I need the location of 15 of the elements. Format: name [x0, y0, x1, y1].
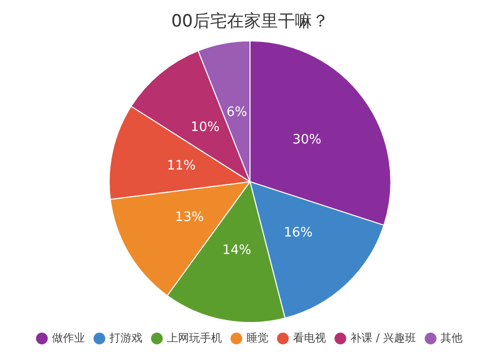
chart-title: 00后宅在家里干嘛？	[171, 12, 329, 32]
legend-label: 看电视	[292, 331, 326, 344]
legend-label: 其他	[440, 331, 463, 344]
legend-label: 做作业	[52, 331, 85, 344]
legend-label: 打游戏	[108, 331, 142, 344]
data-label: 13%	[174, 210, 204, 225]
data-label: 6%	[226, 104, 248, 120]
data-label: 11%	[166, 158, 196, 174]
legend-label: 上网玩手机	[166, 331, 222, 344]
data-label: 14%	[222, 243, 252, 258]
legend-label: 睡觉	[246, 331, 268, 344]
data-label: 10%	[190, 120, 220, 135]
data-label: 16%	[284, 225, 313, 240]
legend-label: 补课 / 兴趣班	[350, 331, 416, 344]
data-label: 30%	[292, 132, 322, 148]
